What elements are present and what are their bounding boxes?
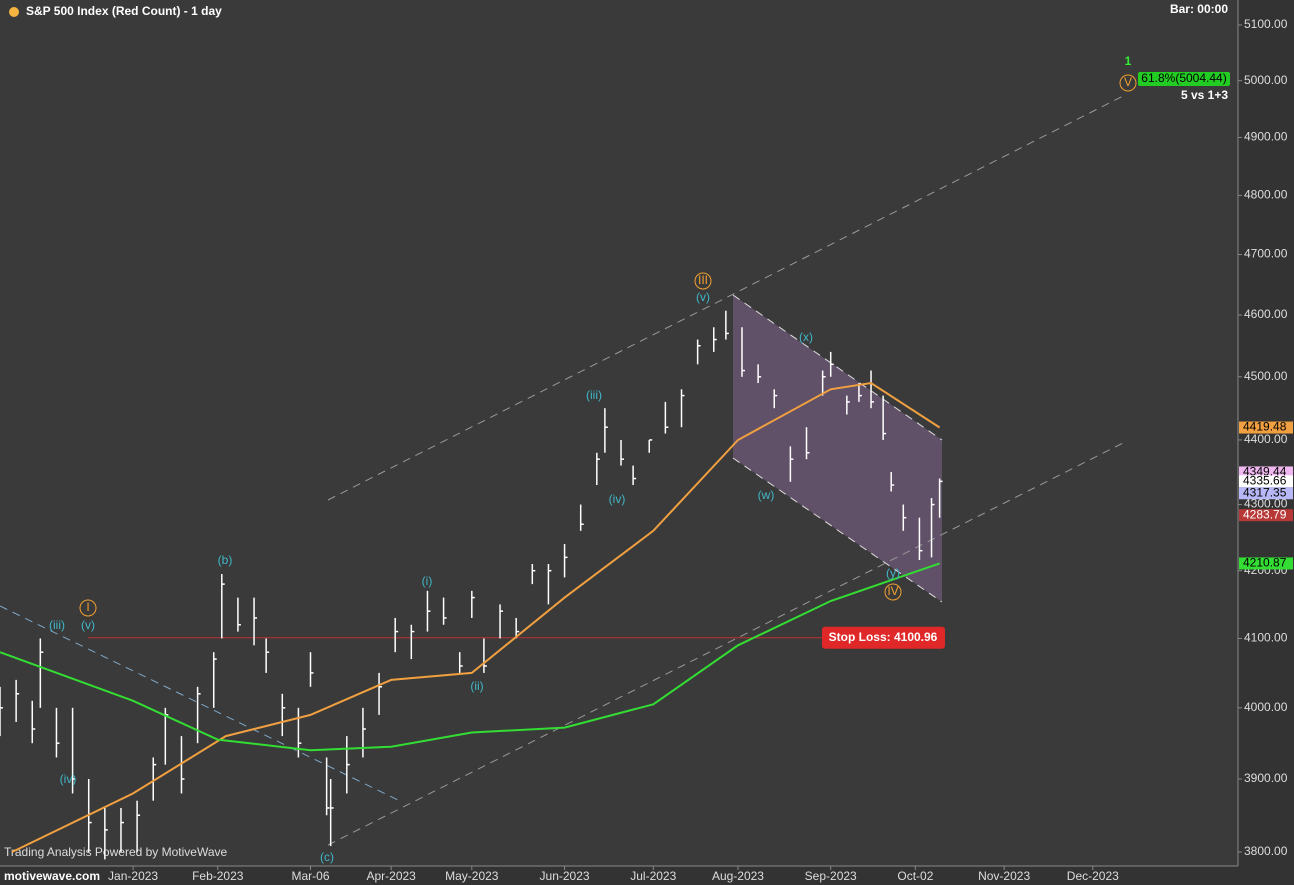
- trend-lines: [0, 94, 1126, 846]
- box-edge: [732, 457, 943, 603]
- target-label: 61.8%(5004.44): [1141, 71, 1226, 85]
- wave-circle: [79, 599, 97, 617]
- price-tag: [1239, 475, 1293, 488]
- x-tick-label: Jun-2023: [540, 869, 590, 883]
- bar-time: Bar: 00:00: [1170, 2, 1228, 16]
- wave-label: (v): [81, 618, 95, 632]
- y-tick-label: 4700.00: [1244, 247, 1288, 261]
- stop-loss-title: Stop Loss:: [829, 630, 891, 644]
- y-tick-label: 5100.00: [1244, 17, 1288, 31]
- wave-label: (ii): [470, 679, 483, 693]
- wave-label: (iv): [60, 772, 77, 786]
- y-tick-label: 4100.00: [1244, 631, 1288, 645]
- channel-line: [0, 605, 399, 801]
- price-tag: [1239, 557, 1293, 570]
- watermark: Trading Analysis Powered by MotiveWave: [4, 845, 228, 859]
- correction-box: [733, 295, 942, 602]
- wave-label: IV: [887, 584, 898, 598]
- y-tick-label: 3900.00: [1244, 771, 1288, 785]
- x-tick-label: Aug-2023: [712, 869, 764, 883]
- wave-label: (x): [799, 330, 813, 344]
- time-axis-bg: [0, 866, 1238, 885]
- wave-label: (iii): [586, 388, 602, 402]
- stop-loss-label: Stop Loss: 4100.96: [822, 626, 945, 649]
- y-tick-label: 4800.00: [1244, 188, 1288, 202]
- price-tag-label: 4335.66: [1243, 474, 1287, 488]
- wave-label: (v): [696, 290, 710, 304]
- chart-title: S&P 500 Index (Red Count) - 1 day: [26, 4, 222, 18]
- wave-label: (c): [320, 850, 334, 864]
- wave-label: I: [86, 600, 89, 614]
- y-tick-label: 3800.00: [1244, 844, 1288, 858]
- target-note: 5 vs 1+3: [1181, 88, 1228, 102]
- price-tag-label: 4283.79: [1243, 507, 1287, 521]
- channel-upper: [327, 94, 1126, 501]
- y-tick-label: 4300.00: [1244, 497, 1288, 511]
- x-tick-label: Apr-2023: [366, 869, 416, 883]
- channel-lower: [327, 441, 1126, 846]
- y-tick-label: 4400.00: [1244, 432, 1288, 446]
- wave-circle: [884, 583, 902, 601]
- y-tick-label: 4900.00: [1244, 130, 1288, 144]
- wave-label: (i): [422, 574, 433, 588]
- x-tick-label: Oct-02: [897, 869, 933, 883]
- moving-average: [0, 562, 940, 752]
- x-tick-label: Dec-2023: [1067, 869, 1119, 883]
- x-tick-label: May-2023: [445, 869, 499, 883]
- wave-circle: [694, 272, 712, 290]
- x-tick-label: Mar-06: [292, 869, 330, 883]
- x-tick-label: Feb-2023: [192, 869, 244, 883]
- price-tag-label: 4349.44: [1243, 465, 1287, 479]
- x-tick-label: Jan-2023: [108, 869, 158, 883]
- stop-loss-bg: [822, 626, 945, 649]
- price-tag-label: 4210.87: [1243, 556, 1287, 570]
- wave-label: (iii): [49, 618, 65, 632]
- y-tick-label: 4600.00: [1244, 307, 1288, 321]
- wave-circle: [1119, 74, 1137, 92]
- x-tick-label: Sep-2023: [805, 869, 857, 883]
- logo: motivewave.com: [4, 869, 100, 883]
- target-bg: [1138, 72, 1230, 86]
- moving-average: [11, 381, 941, 853]
- price-axis-bg: [1238, 0, 1294, 885]
- stop-loss-value: 4100.96: [894, 630, 938, 644]
- wave-label: (iv): [609, 492, 626, 506]
- y-tick-label: 5000.00: [1244, 73, 1288, 87]
- price-tag-label: 4317.35: [1243, 485, 1287, 499]
- degree-label: 1: [1125, 54, 1132, 68]
- price-tag: [1239, 421, 1293, 434]
- price-tag-label: 4419.48: [1243, 420, 1287, 434]
- x-tick-label: Jul-2023: [630, 869, 676, 883]
- wave-label: (w): [758, 488, 775, 502]
- wave-label: III: [698, 273, 708, 287]
- y-tick-label: 4000.00: [1244, 700, 1288, 714]
- wave-label: V: [1124, 75, 1132, 89]
- status-dot: [9, 7, 19, 17]
- price-tag: [1239, 487, 1293, 500]
- wave-label: (y): [886, 566, 900, 580]
- x-tick-label: Nov-2023: [978, 869, 1030, 883]
- price-tag: [1239, 509, 1293, 522]
- y-tick-label: 4500.00: [1244, 369, 1288, 383]
- box-edge: [732, 294, 943, 441]
- stop-loss-text: Stop Loss: 4100.96: [829, 630, 938, 644]
- wave-label: (b): [218, 553, 233, 567]
